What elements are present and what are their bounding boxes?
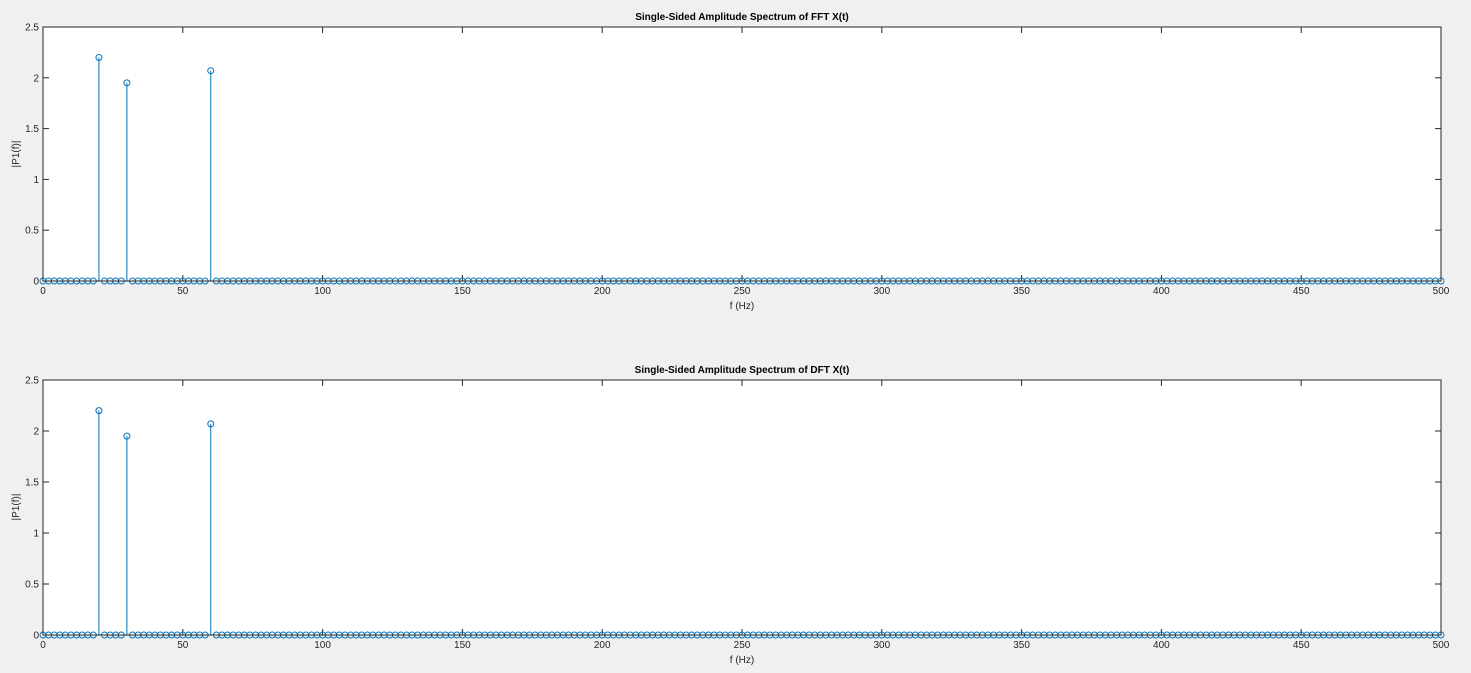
y-tick-label: 1.5 <box>25 124 39 135</box>
dft-y-axis-label: |P1(f)| <box>11 494 22 521</box>
x-tick-label: 0 <box>40 286 46 297</box>
fft-x-ticks: 0 50 100 150 200 250 300 350 400 450 500 <box>40 27 1450 297</box>
y-tick-label: 0.5 <box>25 226 39 237</box>
x-tick-label: 300 <box>873 640 890 651</box>
x-tick-label: 50 <box>177 286 189 297</box>
dft-plot-title: Single-Sided Amplitude Spectrum of DFT X… <box>635 365 850 376</box>
fft-plot-title: Single-Sided Amplitude Spectrum of FFT X… <box>635 12 849 23</box>
x-tick-label: 100 <box>314 286 331 297</box>
x-tick-label: 400 <box>1153 286 1170 297</box>
dft-spectrum-plot: Single-Sided Amplitude Spectrum of DFT X… <box>11 365 1450 666</box>
x-tick-label: 350 <box>1013 286 1030 297</box>
fft-x-axis-label: f (Hz) <box>730 301 754 312</box>
peak-stem-marker <box>95 53 103 61</box>
dft-y-ticks: 0 0.5 1 1.5 2 2.5 <box>25 376 1441 642</box>
x-tick-label: 100 <box>314 640 331 651</box>
fft-axes-area <box>43 27 1441 281</box>
peak-stem-marker <box>95 407 103 415</box>
x-tick-label: 250 <box>734 640 751 651</box>
x-tick-label: 500 <box>1433 286 1450 297</box>
y-tick-label: 1.5 <box>25 478 39 489</box>
fft-y-axis-label: |P1(f)| <box>11 141 22 168</box>
fft-spectrum-plot: Single-Sided Amplitude Spectrum of FFT X… <box>11 12 1450 312</box>
x-tick-label: 200 <box>594 640 611 651</box>
x-tick-label: 500 <box>1433 640 1450 651</box>
peak-stem-marker <box>207 420 215 428</box>
x-tick-label: 150 <box>454 640 471 651</box>
x-tick-label: 50 <box>177 640 189 651</box>
y-tick-label: 1 <box>33 529 39 540</box>
y-tick-label: 0 <box>33 277 39 288</box>
x-tick-label: 200 <box>594 286 611 297</box>
x-tick-label: 350 <box>1013 640 1030 651</box>
x-tick-label: 400 <box>1153 640 1170 651</box>
x-tick-label: 0 <box>40 640 46 651</box>
y-tick-label: 2 <box>33 73 39 84</box>
y-tick-label: 2.5 <box>25 376 39 387</box>
x-tick-label: 150 <box>454 286 471 297</box>
fft-axes-box <box>42 26 1442 282</box>
x-tick-label: 300 <box>873 286 890 297</box>
y-tick-label: 2.5 <box>25 23 39 34</box>
x-tick-label: 450 <box>1293 640 1310 651</box>
y-tick-label: 0 <box>33 631 39 642</box>
peak-stem-marker <box>123 432 131 440</box>
dft-axes-box <box>42 379 1442 636</box>
x-tick-label: 450 <box>1293 286 1310 297</box>
peak-stem-marker <box>207 67 215 75</box>
y-tick-label: 0.5 <box>25 580 39 591</box>
y-tick-label: 2 <box>33 427 39 438</box>
dft-x-axis-label: f (Hz) <box>730 655 754 666</box>
peak-stem-marker <box>123 79 131 87</box>
x-tick-label: 250 <box>734 286 751 297</box>
dft-axes-area <box>43 380 1441 635</box>
y-tick-label: 1 <box>33 175 39 186</box>
